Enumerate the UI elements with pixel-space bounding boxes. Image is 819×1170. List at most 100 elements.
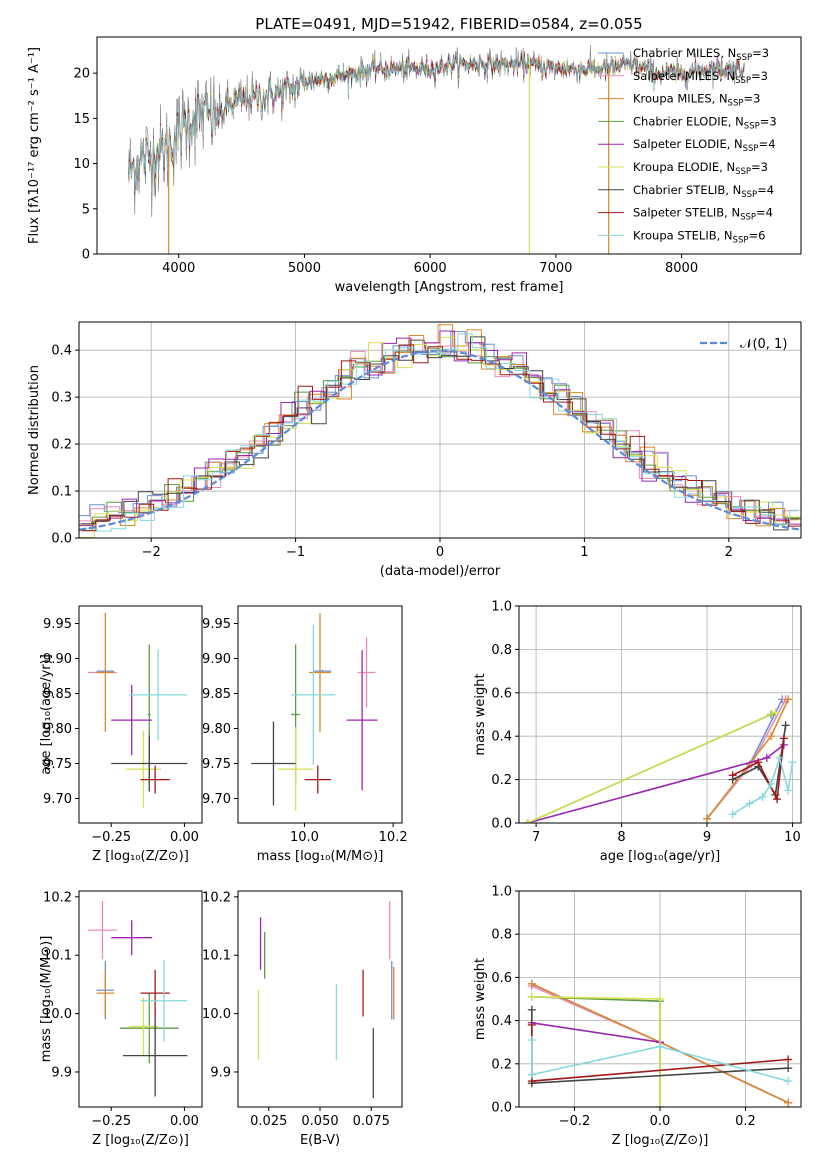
z-mass-axes-frame	[78, 890, 203, 1108]
histogram-salpeter-elodie	[79, 330, 801, 527]
y-tick-label: 9.9	[51, 1065, 72, 1080]
legend-entry: Chabrier ELODIE, NSSP=3	[633, 114, 777, 131]
x-axis-label: Z [log₁₀(Z/Z⊙)]	[92, 849, 189, 864]
weight-line-kroupa-stelib	[531, 1040, 789, 1082]
x-tick-label: 10	[784, 830, 801, 845]
x-tick-label: 7000	[539, 261, 572, 276]
ebv-mass-plot-area	[257, 900, 395, 1099]
y-tick-label: 0.0	[51, 532, 72, 547]
x-axis-label: E(B-V)	[300, 1133, 340, 1148]
chart-title: PLATE=0491, MJD=51942, FIBERID=0584, z=0…	[255, 15, 642, 33]
legend-sub: SSP	[743, 144, 759, 154]
y-tick-label: 10	[73, 157, 90, 172]
y-axis-label: Normed distribution	[27, 365, 42, 495]
x-tick-label: 6000	[414, 261, 447, 276]
y-tick-label: 9.85	[202, 687, 231, 702]
x-tick-label: 10.0	[290, 830, 319, 845]
legend-label: Chabrier STELIB, N	[633, 183, 741, 197]
y-axis-label: mass [log₁₀(M/M⊙)]	[39, 936, 54, 1063]
z-age-plot-area	[87, 613, 188, 808]
legend-label: Kroupa MILES, N	[633, 92, 728, 106]
legend-value: =3	[751, 160, 768, 174]
mass-age-axes-frame	[237, 605, 403, 824]
y-axis-label: mass weight	[473, 673, 488, 755]
legend-entry-normal: 𝒩(0, 1)	[740, 337, 787, 352]
x-tick-label: 0.025	[250, 1114, 287, 1129]
legend-label: Salpeter MILES, N	[633, 69, 735, 83]
y-tick-label: 0.4	[491, 730, 512, 745]
y-tick-label: 0.3	[51, 391, 72, 406]
y-tick-label: 15	[73, 112, 90, 127]
y-axis-label: Flux [fλ10⁻¹⁷ erg cm⁻² s⁻¹ A⁻¹]	[27, 47, 42, 244]
y-tick-label: 0.8	[491, 643, 512, 658]
weight-line-kroupa-elodie	[527, 711, 776, 823]
legend-value: =3	[743, 92, 760, 106]
y-tick-label: 10.1	[202, 949, 231, 964]
x-tick-label: 0.00	[170, 1114, 199, 1129]
x-tick-label: 0	[436, 545, 444, 560]
legend-entry: Salpeter MILES, NSSP=3	[633, 69, 768, 86]
y-tick-label: 10.1	[43, 949, 72, 964]
legend-entry: Kroupa STELIB, NSSP=6	[633, 228, 765, 245]
legend-value: =3	[751, 69, 768, 83]
y-tick-label: 0.2	[491, 773, 512, 788]
x-tick-label: 9	[703, 830, 711, 845]
y-tick-label: 1.0	[491, 600, 512, 615]
y-tick-label: 0.2	[51, 438, 72, 453]
x-tick-label: 0.050	[301, 1114, 338, 1129]
x-tick-label: 0.2	[735, 1114, 756, 1129]
legend-label: Chabrier MILES, N	[633, 46, 736, 60]
x-tick-label: −0.25	[91, 1114, 131, 1129]
weight-line-salpeter-elodie	[531, 1022, 661, 1043]
z-weight-plot-area	[527, 979, 793, 1107]
mass-age-plot-area	[251, 613, 378, 812]
x-axis-label: mass [log₁₀(M/M⊙)]	[257, 849, 384, 864]
legend-sub: SSP	[728, 99, 744, 109]
y-tick-label: 0.2	[491, 1057, 512, 1072]
age-weight-axes-frame	[518, 605, 802, 824]
z-age-axes-frame	[78, 605, 203, 824]
y-tick-label: 0.0	[491, 817, 512, 832]
legend-sub: SSP	[741, 190, 757, 200]
legend-entry: Salpeter ELODIE, NSSP=4	[633, 137, 776, 154]
x-tick-label: 10.2	[379, 830, 408, 845]
y-tick-label: 9.70	[43, 792, 72, 807]
weight-line-kroupa-stelib	[732, 755, 794, 815]
y-tick-label: 9.70	[202, 792, 231, 807]
x-tick-label: 4000	[162, 261, 195, 276]
y-tick-label: 0.6	[491, 971, 512, 986]
frame-layer	[75, 36, 802, 1111]
age-weight-plot-area	[523, 695, 797, 823]
x-tick-label: 1	[580, 545, 588, 560]
y-tick-label: 0.4	[51, 344, 72, 359]
legend-label: Salpeter STELIB, N	[633, 206, 740, 220]
y-tick-label: 1.0	[491, 885, 512, 900]
residual-plot-area	[79, 324, 801, 538]
y-axis-label: age [log₁₀(age/yr)]	[39, 654, 54, 775]
spectrum-plot-area	[128, 44, 745, 254]
x-tick-label: −0.2	[559, 1114, 591, 1129]
legend-value: =3	[760, 114, 777, 128]
y-tick-label: 0.4	[491, 1014, 512, 1029]
legend-value: =4	[756, 206, 773, 220]
y-tick-label: 5	[82, 202, 90, 217]
y-tick-label: 0	[82, 248, 90, 263]
legend-entry: Kroupa MILES, NSSP=3	[633, 92, 760, 109]
legend-label: Kroupa ELODIE, N	[633, 160, 735, 174]
y-tick-label: 10.2	[43, 890, 72, 905]
y-tick-label: 9.90	[202, 652, 231, 667]
histogram-salpeter-miles	[79, 339, 799, 525]
legend-label: Kroupa STELIB, N	[633, 228, 733, 242]
histogram-kroupa-elodie	[79, 336, 801, 538]
grid-layer	[79, 322, 801, 1108]
x-tick-label: 0.0	[650, 1114, 671, 1129]
legend-value: =4	[759, 137, 776, 151]
legend-entry: Chabrier STELIB, NSSP=4	[633, 183, 774, 200]
legend-sub: SSP	[735, 167, 751, 177]
model-line-kroupa-stelib	[128, 51, 745, 192]
y-tick-label: 9.9	[210, 1065, 231, 1080]
y-tick-label: 9.95	[43, 617, 72, 632]
x-tick-label: 8000	[665, 261, 698, 276]
y-tick-label: 0.8	[491, 928, 512, 943]
